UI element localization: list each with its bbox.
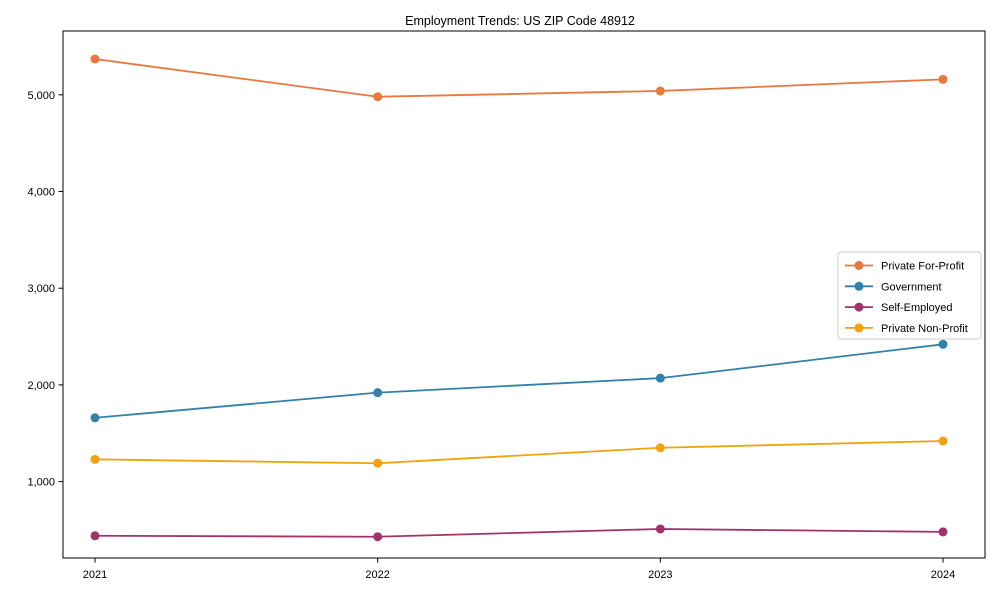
x-axis-tick-label: 2023 [648, 569, 672, 581]
data-point-government [655, 373, 665, 383]
data-point-private-for-profit [938, 74, 948, 84]
axis-ticks: 1,000 2,000 3,000 4,000 5,000 2021 2022 2023 202… [27, 90, 955, 581]
x-axis-tick-label: 2021 [83, 569, 107, 581]
data-point-self-employed [938, 527, 948, 537]
y-axis-tick-label: 4,000 [27, 187, 55, 199]
data-point-government [373, 388, 383, 398]
data-point-private-for-profit [373, 92, 383, 102]
data-point-government [938, 339, 948, 349]
legend-marker [854, 323, 864, 333]
x-axis-tick-label: 2024 [931, 569, 955, 581]
legend-box [837, 251, 982, 340]
y-axis-tick-label: 5,000 [27, 90, 55, 102]
legend-label-government: Government [881, 281, 942, 293]
data-point-private-for-profit [90, 54, 100, 64]
y-axis-tick-label: 1,000 [27, 477, 55, 489]
x-axis-tick-label: 2022 [365, 569, 389, 581]
data-point-private-non-profit [90, 454, 100, 464]
data-point-self-employed [655, 524, 665, 534]
y-axis-tick-label: 2,000 [27, 380, 55, 392]
series-line-private-non-profit [94, 440, 944, 465]
legend: Private For-Profit Government Self-Employe… [837, 251, 982, 340]
series-line-government [94, 343, 944, 419]
legend-marker [854, 302, 864, 312]
data-point-private-non-profit [655, 443, 665, 453]
series-line-self-employed [94, 528, 944, 538]
data-point-private-non-profit [373, 458, 383, 468]
legend-label-self-employed: Self-Employed [881, 302, 953, 314]
legend-marker [854, 261, 864, 270]
chart-title: Employment Trends: US ZIP Code 48912 [405, 14, 635, 28]
data-point-private-non-profit [938, 436, 948, 446]
legend-marker [854, 281, 864, 291]
y-axis-tick-label: 3,000 [27, 283, 55, 295]
series-group [90, 54, 948, 542]
data-point-private-for-profit [655, 86, 665, 96]
series-line-private-for-profit [94, 58, 944, 98]
legend-label-private-for-profit: Private For-Profit [881, 261, 964, 273]
data-point-self-employed [373, 532, 383, 542]
data-point-self-employed [90, 531, 100, 541]
data-point-government [90, 413, 100, 423]
legend-label-private-non-profit: Private Non-Profit [881, 323, 968, 335]
plot-border [62, 30, 986, 559]
